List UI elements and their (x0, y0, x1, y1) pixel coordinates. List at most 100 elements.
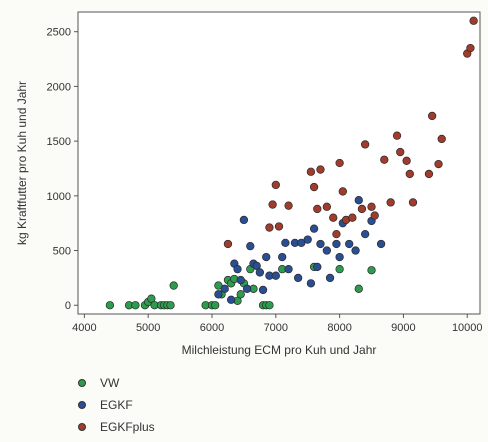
data-point-egkf (325, 273, 335, 283)
x-tick-label: 5000 (136, 322, 160, 334)
data-point-egkf (335, 252, 344, 262)
data-point-egkf (214, 290, 223, 299)
data-point-egkfplus (357, 204, 367, 214)
data-point-egkf (332, 239, 341, 249)
data-point-egkf (239, 215, 249, 225)
x-tick-label: 10000 (452, 322, 483, 334)
data-point-egkf (303, 235, 312, 244)
data-point-vw (265, 301, 274, 310)
data-point-egkf (293, 273, 303, 283)
data-point-egkf (360, 229, 370, 239)
data-point-egkfplus (329, 213, 338, 222)
data-point-egkfplus (367, 202, 376, 211)
data-point-egkfplus (265, 223, 274, 232)
data-point-vw (335, 264, 344, 274)
data-point-vw (105, 301, 115, 310)
plot-area (77, 11, 481, 315)
data-point-vw (147, 294, 156, 303)
data-point-egkf (258, 285, 268, 295)
data-point-egkfplus (386, 198, 395, 207)
data-point-egkf (246, 242, 255, 251)
data-point-egkf (345, 239, 354, 249)
data-point-vw (367, 266, 376, 275)
data-point-egkf (271, 271, 280, 280)
data-point-egkfplus (332, 229, 341, 239)
data-point-egkf (278, 252, 287, 262)
y-tick-label: 1000 (47, 191, 71, 203)
data-point-egkfplus (392, 131, 402, 140)
data-point-egkf (262, 252, 271, 262)
x-axis-label: Milchleistung ECM pro Kuh und Jahr (182, 343, 377, 357)
y-tick-label: 0 (65, 300, 71, 312)
x-tick-label: 4000 (72, 322, 96, 334)
data-point-egkfplus (437, 134, 446, 144)
data-point-egkf (252, 261, 261, 271)
data-point-egkfplus (313, 204, 322, 214)
data-point-egkfplus (322, 202, 332, 211)
axis-ticks: 4000 5000 6000 7000 8000 9000 10000 0 500 1000 150… (47, 27, 483, 334)
x-tick-label: 7000 (264, 322, 288, 334)
data-point-egkf (316, 239, 325, 249)
data-point-egkfplus (338, 187, 347, 196)
data-point-egkf (255, 268, 265, 277)
data-point-egkf (306, 279, 316, 288)
legend-label-egkf: EGKF (100, 398, 133, 412)
legend-marker-vw (78, 379, 86, 387)
data-point-egkf (313, 262, 322, 272)
data-point-egkfplus (348, 213, 357, 222)
data-point-egkfplus (405, 169, 414, 179)
data-point-egkfplus (335, 158, 344, 168)
data-point-egkfplus (427, 111, 437, 121)
data-point-egkfplus (223, 239, 233, 249)
legend-item-vw: VW (78, 372, 155, 394)
data-point-egkf (284, 264, 293, 274)
data-point-egkf (376, 239, 386, 249)
data-points (105, 16, 478, 310)
data-point-egkfplus (396, 147, 405, 157)
data-point-egkfplus (408, 198, 418, 207)
y-tick-label: 1500 (47, 136, 71, 148)
y-tick-label: 2500 (47, 27, 71, 39)
data-point-egkfplus (268, 200, 277, 209)
data-point-vw (131, 301, 140, 310)
data-point-egkfplus (271, 180, 280, 190)
data-point-egkf (322, 246, 332, 255)
x-tick-label: 9000 (391, 322, 415, 334)
data-point-egkf (351, 246, 360, 255)
legend-marker-egkf (78, 401, 86, 409)
data-point-egkfplus (466, 43, 475, 53)
legend: VW EGKF EGKFplus (78, 372, 155, 438)
data-point-egkfplus (370, 211, 379, 220)
data-point-egkfplus (360, 140, 370, 149)
data-point-egkfplus (469, 16, 478, 25)
legend-item-egkfplus: EGKFplus (78, 416, 155, 438)
data-point-egkf (281, 238, 290, 248)
data-point-egkfplus (284, 201, 293, 210)
x-tick-label: 6000 (200, 322, 224, 334)
data-point-egkfplus (274, 222, 284, 231)
data-point-egkfplus (309, 182, 319, 192)
data-point-egkfplus (402, 156, 411, 165)
data-point-vw (211, 301, 220, 310)
data-point-egkf (309, 224, 319, 233)
data-point-egkf (233, 264, 242, 274)
data-point-egkfplus (306, 167, 316, 176)
legend-marker-egkfplus (78, 423, 86, 431)
data-point-egkf (242, 284, 252, 293)
data-point-egkfplus (434, 159, 443, 169)
data-point-vw (169, 281, 178, 290)
data-point-egkf (354, 196, 363, 205)
data-point-egkf (297, 238, 306, 248)
data-point-egkf (220, 284, 229, 293)
data-point-vw (214, 281, 223, 290)
y-tick-label: 500 (53, 246, 71, 258)
y-tick-label: 2000 (47, 81, 71, 93)
data-point-egkfplus (424, 169, 434, 179)
data-point-vw (166, 301, 175, 310)
data-point-egkf (226, 295, 236, 304)
legend-label-egkfplus: EGKFplus (100, 420, 155, 434)
data-point-egkf (236, 275, 245, 285)
y-axis-label: kg Kraftfutter pro Kuh und Jahr (15, 81, 29, 245)
